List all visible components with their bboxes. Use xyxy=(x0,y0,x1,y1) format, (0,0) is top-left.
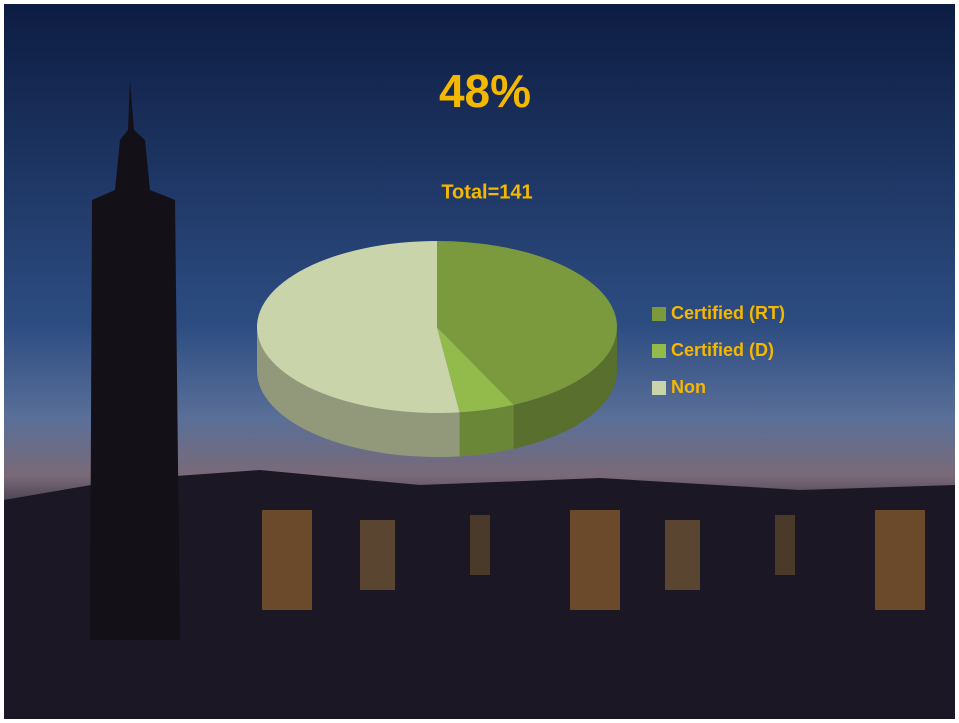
chart-title: Total=141 xyxy=(441,181,532,203)
buildings xyxy=(262,510,925,610)
slice-side xyxy=(257,327,460,458)
slice-side xyxy=(513,327,617,449)
slice xyxy=(257,241,460,413)
legend-swatch xyxy=(652,307,666,321)
legend-swatch xyxy=(652,381,666,395)
tower xyxy=(90,80,180,640)
legend: Certified (RT) Certified (D) Non xyxy=(652,303,785,397)
slice xyxy=(437,241,617,405)
slice xyxy=(437,327,514,413)
legend-label: Certified (D) xyxy=(671,340,774,360)
city xyxy=(4,470,955,719)
legend-label: Non xyxy=(671,377,706,397)
slice-side xyxy=(459,404,514,457)
headline: 48% xyxy=(439,65,531,117)
pie xyxy=(257,241,617,458)
legend-label: Certified (RT) xyxy=(671,303,785,323)
legend-swatch xyxy=(652,344,666,358)
